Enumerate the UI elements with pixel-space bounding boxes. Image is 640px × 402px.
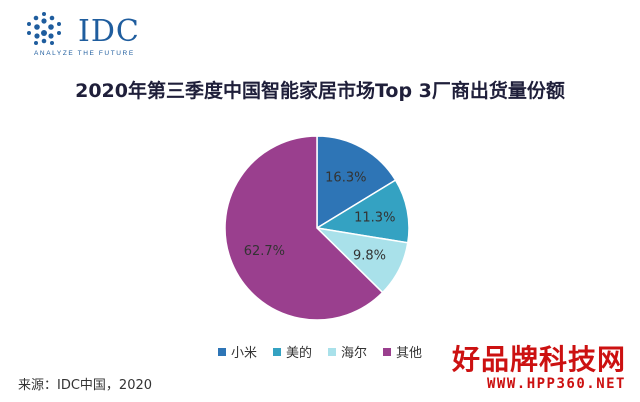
idc-logo: IDC ANALYZE THE FUTURE — [20, 10, 170, 60]
pie-slice-xiaomi — [316, 135, 397, 230]
legend-swatch — [328, 347, 336, 356]
chart-legend: 小米 美的 海尔 其他 — [0, 342, 640, 361]
legend-swatch — [272, 347, 281, 356]
legend-item-midea: 美的 — [272, 342, 312, 361]
legend-item-xiaomi: 小米 — [217, 342, 257, 361]
legend-swatch — [217, 347, 226, 356]
legend-label: 其他 — [396, 346, 423, 361]
logo-text: IDC — [78, 14, 140, 49]
legend-label: 美的 — [285, 346, 312, 361]
legend-swatch — [383, 347, 392, 356]
pie-data-label: 9.8% — [353, 249, 386, 264]
pie-data-label: 16.3% — [325, 171, 366, 186]
pie-data-label: 62.7% — [244, 244, 285, 259]
source-note: 来源：IDC中国，2020 — [18, 378, 153, 393]
watermark-text: 好品牌科技网 — [451, 343, 626, 376]
legend-label: 小米 — [230, 346, 257, 361]
pie-data-label: 11.3% — [354, 211, 395, 226]
logo-tagline: ANALYZE THE FUTURE — [34, 50, 135, 57]
pie-slice-midea — [314, 179, 410, 244]
idc-globe-icon — [27, 12, 61, 45]
pie-slice-others — [224, 135, 384, 321]
legend-label: 海尔 — [341, 346, 368, 361]
watermark-url: WWW.HPP360.NET — [486, 376, 626, 392]
legend-item-others: 其他 — [383, 342, 422, 361]
chart-title: 2020年第三季度中国智能家居市场Top 3厂商出货量份额 — [75, 80, 565, 102]
legend-item-haier: 海尔 — [328, 342, 367, 361]
